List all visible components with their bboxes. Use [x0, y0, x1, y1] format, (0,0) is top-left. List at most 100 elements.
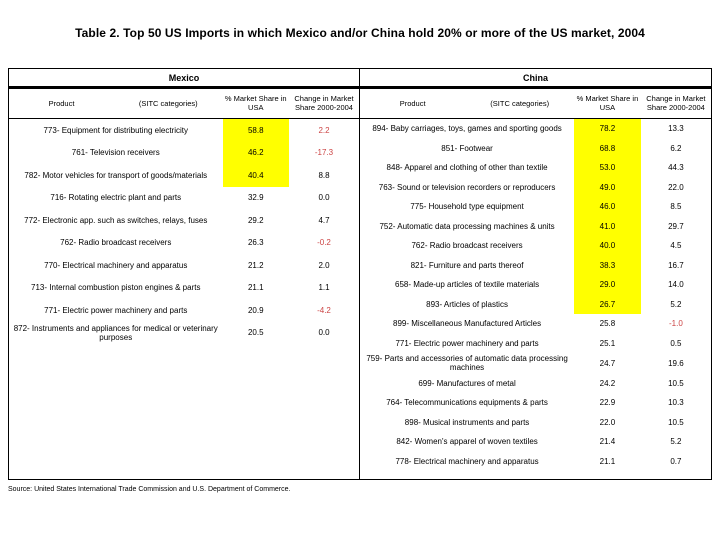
product-cell: 772- Electronic app. such as switches, r… — [24, 215, 208, 225]
table-row: 773- Equipment for distributing electric… — [9, 119, 359, 142]
column-header-change: Change in Market Share 2000-2004 — [294, 93, 354, 112]
table-row: 752- Automatic data processing machines … — [360, 216, 711, 236]
column-header-share: % Market Share in USA — [576, 93, 639, 112]
share-change-cell: -0.2 — [317, 238, 331, 248]
market-share-cell: 68.8 — [574, 138, 641, 158]
table-row: 713- Internal combustion piston engines … — [9, 277, 359, 300]
market-share-cell: 46.2 — [222, 141, 289, 164]
china-column-headers: Product (SITC categories) % Market Share… — [360, 89, 711, 119]
market-share-cell: 29.2 — [247, 215, 264, 225]
share-change-cell: -4.2 — [317, 305, 331, 315]
table-row: 764- Telecommunications equipments & par… — [360, 393, 711, 413]
market-share-cell: 24.2 — [599, 378, 616, 388]
market-share-cell: 29.0 — [574, 275, 641, 295]
share-change-cell: 4.7 — [318, 215, 330, 225]
table-row: 775- Household type equipment 46.0 8.5 — [360, 197, 711, 217]
share-change-cell: 0.0 — [318, 328, 330, 338]
table-row: 872- Instruments and appliances for medi… — [9, 322, 359, 345]
share-change-cell: 0.5 — [670, 338, 682, 348]
share-change-cell: -1.0 — [668, 319, 683, 329]
share-change-cell: 13.3 — [668, 124, 684, 134]
table-row: 759- Parts and accessories of automatic … — [360, 353, 711, 373]
market-share-cell: 21.1 — [247, 283, 264, 293]
product-cell: 893- Articles of plastics — [426, 299, 508, 309]
market-share-cell: 58.8 — [222, 119, 289, 142]
mexico-section-header: Mexico — [9, 69, 359, 89]
product-cell: 699- Manufactures of metal — [418, 378, 516, 388]
share-change-cell: 10.3 — [668, 398, 684, 408]
share-change-cell: 10.5 — [668, 417, 684, 427]
share-change-cell: 14.0 — [668, 280, 684, 290]
share-change-cell: 2.0 — [318, 260, 330, 270]
market-share-cell: 22.9 — [599, 398, 616, 408]
column-header-share: % Market Share in USA — [224, 93, 287, 112]
china-rows: 894- Baby carriages, toys, games and spo… — [360, 119, 711, 479]
market-share-cell: 46.0 — [574, 197, 641, 217]
market-share-cell: 53.0 — [574, 158, 641, 178]
table-row: 762- Radio broadcast receivers 26.3 -0.2 — [9, 232, 359, 255]
market-share-cell: 25.8 — [599, 319, 616, 329]
market-share-cell: 26.3 — [247, 238, 264, 248]
product-cell: 872- Instruments and appliances for medi… — [13, 323, 218, 342]
table-row: 772- Electronic app. such as switches, r… — [9, 209, 359, 232]
market-share-cell: 22.0 — [599, 417, 616, 427]
product-cell: 761- Television receivers — [71, 148, 160, 158]
share-change-cell: 4.5 — [670, 241, 682, 251]
product-cell: 713- Internal combustion piston engines … — [31, 283, 201, 293]
product-cell: 658- Made-up articles of textile materia… — [395, 280, 540, 290]
product-cell: 770- Electrical machinery and apparatus — [44, 260, 188, 270]
product-cell: 851- Footwear — [441, 143, 493, 153]
china-section-header: China — [360, 69, 711, 89]
product-cell: 716- Rotating electric plant and parts — [50, 193, 182, 203]
product-cell: 773- Equipment for distributing electric… — [43, 125, 188, 135]
product-cell: 771- Electric power machinery and parts — [395, 338, 539, 348]
column-header-product: Product — [48, 99, 75, 108]
table-row: 778- Electrical machinery and apparatus 2… — [360, 451, 711, 471]
share-change-cell: 44.3 — [668, 163, 684, 173]
market-share-cell: 26.7 — [574, 294, 641, 314]
table-row: 762- Radio broadcast receivers 40.0 4.5 — [360, 236, 711, 256]
share-change-cell: 5.2 — [670, 437, 682, 447]
product-cell: 842- Women's apparel of woven textiles — [396, 437, 538, 447]
table-row: 782- Motor vehicles for transport of goo… — [9, 164, 359, 187]
share-change-cell: 8.5 — [670, 202, 682, 212]
share-change-cell: 16.7 — [668, 260, 684, 270]
mexico-column-headers: Product (SITC categories) % Market Share… — [9, 89, 359, 119]
product-cell: 821- Furniture and parts thereof — [410, 260, 524, 270]
table-row: 893- Articles of plastics 26.7 5.2 — [360, 294, 711, 314]
product-cell: 899- Miscellaneous Manufactured Articles — [393, 319, 542, 329]
table-row: 848- Apparel and clothing of other than … — [360, 158, 711, 178]
table-row: 771- Electric power machinery and parts 2… — [9, 299, 359, 322]
product-cell: 771- Electric power machinery and parts — [44, 305, 188, 315]
share-change-cell: 2.2 — [318, 125, 330, 135]
share-change-cell: -17.3 — [314, 148, 334, 158]
table-row: 716- Rotating electric plant and parts 32… — [9, 187, 359, 210]
table-row: 899- Miscellaneous Manufactured Articles… — [360, 314, 711, 334]
market-share-cell: 38.3 — [574, 255, 641, 275]
product-cell: 759- Parts and accessories of automatic … — [366, 354, 568, 373]
market-share-cell: 21.2 — [247, 260, 264, 270]
share-change-cell: 0.0 — [318, 193, 330, 203]
market-share-cell: 21.1 — [599, 456, 616, 466]
market-share-cell: 32.9 — [247, 193, 264, 203]
china-section: China Product (SITC categories) % Market… — [360, 69, 711, 479]
market-share-cell: 25.1 — [599, 338, 616, 348]
product-cell: 898- Musical instruments and parts — [404, 417, 530, 427]
product-cell: 848- Apparel and clothing of other than … — [386, 163, 548, 173]
share-change-cell: 8.8 — [318, 170, 330, 180]
market-share-cell: 40.4 — [222, 164, 289, 187]
table-row: 821- Furniture and parts thereof 38.3 16.7 — [360, 255, 711, 275]
product-cell: 775- Household type equipment — [410, 202, 524, 212]
column-header-sitc: (SITC categories) — [138, 99, 198, 108]
market-share-cell: 78.2 — [574, 119, 641, 139]
table-row: 770- Electrical machinery and apparatus 2… — [9, 254, 359, 277]
product-cell: 782- Motor vehicles for transport of goo… — [24, 170, 208, 180]
source-note: Source: United States International Trad… — [8, 486, 291, 493]
imports-table: Mexico Product (SITC categories) % Marke… — [8, 68, 712, 480]
product-cell: 752- Automatic data processing machines … — [379, 221, 555, 231]
product-cell: 762- Radio broadcast receivers — [411, 241, 523, 251]
mexico-section: Mexico Product (SITC categories) % Marke… — [9, 69, 360, 479]
table-row: 658- Made-up articles of textile materia… — [360, 275, 711, 295]
table-row: 894- Baby carriages, toys, games and spo… — [360, 119, 711, 139]
